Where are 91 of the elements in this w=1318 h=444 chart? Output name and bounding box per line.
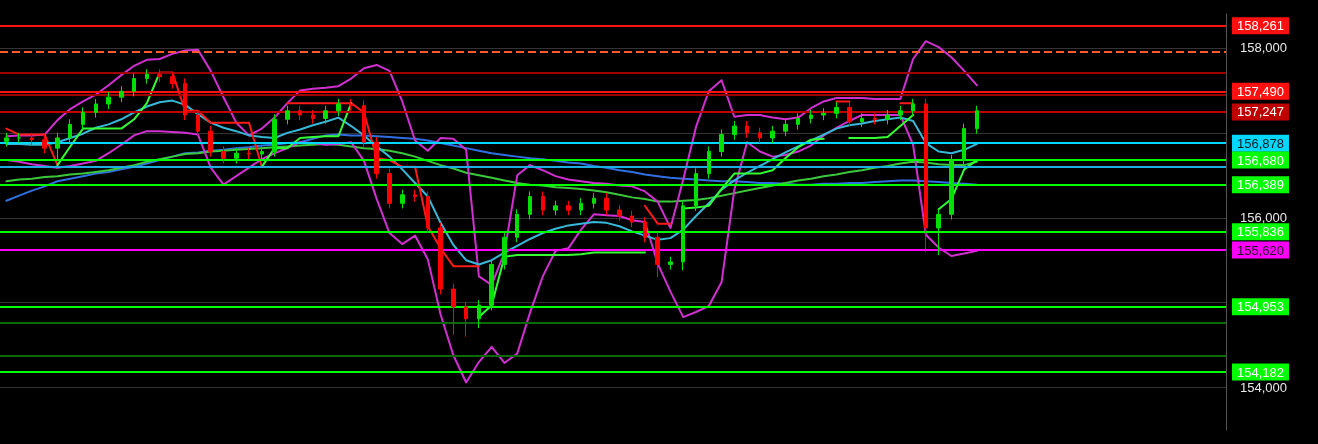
candlestick (885, 109, 890, 125)
candlestick (208, 125, 213, 158)
candlestick (796, 112, 800, 130)
candlestick (477, 299, 481, 329)
candlestick (745, 120, 749, 139)
y-tick-label: 154,000 (1240, 380, 1287, 396)
ref-line-label: 158,261 (1237, 18, 1284, 34)
candlestick (528, 190, 532, 220)
candlestick (566, 200, 571, 216)
candlestick (183, 78, 187, 121)
candlestick (285, 105, 290, 125)
candlestick (949, 154, 954, 220)
candlestick (847, 101, 852, 128)
candlestick (464, 301, 468, 338)
candlestick (681, 200, 685, 271)
candlestick (234, 147, 239, 164)
candlestick (170, 71, 175, 90)
candlestick (272, 113, 277, 158)
candlestick (311, 109, 315, 125)
candlestick (119, 85, 124, 103)
candlestick (553, 200, 558, 216)
candlestick (924, 98, 928, 253)
candlestick (655, 231, 660, 278)
y-tick-label: 158,000 (1240, 40, 1287, 56)
candlestick (860, 112, 864, 128)
candlestick (247, 147, 251, 160)
candlestick (809, 109, 813, 125)
candlestick (936, 208, 941, 256)
candlestick (362, 100, 366, 148)
candlestick (387, 168, 392, 209)
candlestick (157, 68, 162, 83)
candlestick (541, 190, 545, 216)
candlestick (975, 105, 979, 135)
candlestick (196, 109, 200, 137)
candlestick (592, 192, 596, 209)
y-tick-label: 156,000 (1240, 210, 1287, 226)
candlestick (515, 208, 519, 243)
candlestick (106, 91, 111, 110)
candlestick (260, 145, 264, 160)
candlestick (707, 145, 711, 180)
candlestick (451, 283, 456, 336)
ref-line-label: 156,680 (1237, 152, 1284, 168)
line-series (5, 40, 978, 286)
candlestick (898, 105, 903, 121)
candlestick (323, 105, 328, 125)
candlestick (604, 192, 609, 216)
candlestick (668, 256, 673, 271)
candlestick (962, 123, 966, 166)
candlestick (336, 98, 341, 117)
candlestick (821, 107, 826, 121)
candlestick (298, 105, 302, 121)
ref-line-label: 156,878 (1237, 135, 1284, 151)
candlestick (349, 98, 353, 112)
candlestick (55, 132, 60, 161)
candlestick (438, 222, 443, 295)
candlestick (873, 112, 877, 125)
candlestick (413, 189, 417, 203)
candlestick (42, 134, 47, 154)
candlestick (374, 136, 379, 180)
candlestick (489, 258, 494, 311)
ref-line-label: 154,182 (1237, 364, 1284, 380)
candlestick (911, 98, 915, 117)
ref-line-label: 156,389 (1237, 177, 1284, 193)
ref-line-label: 157,247 (1237, 104, 1284, 120)
candlestick (732, 120, 737, 141)
candlestick (579, 197, 583, 216)
candlestick (145, 68, 149, 85)
candlestick (770, 125, 775, 144)
candlestick (221, 145, 226, 164)
ref-line-label: 155,620 (1237, 242, 1284, 258)
candlestick (30, 132, 34, 146)
candlestick (4, 132, 9, 147)
candlestick (834, 101, 839, 119)
ref-line-label: 154,953 (1237, 299, 1284, 315)
candlestick (783, 118, 788, 137)
candlestick (426, 190, 430, 234)
candlestick (502, 231, 507, 271)
candlestick (94, 98, 98, 119)
ref-line-label: 157,490 (1237, 83, 1284, 99)
line-series (5, 99, 978, 266)
ref-line-label: 155,836 (1237, 224, 1284, 240)
candlestick (68, 118, 72, 144)
candlestick (694, 168, 698, 212)
candlestick (617, 204, 622, 222)
candlestick (630, 210, 634, 228)
candlestick (758, 127, 762, 144)
candlestick (643, 216, 647, 243)
candlestick (719, 128, 724, 158)
candlestick (132, 72, 136, 97)
candlestick (81, 106, 85, 130)
candlestick (400, 189, 405, 209)
